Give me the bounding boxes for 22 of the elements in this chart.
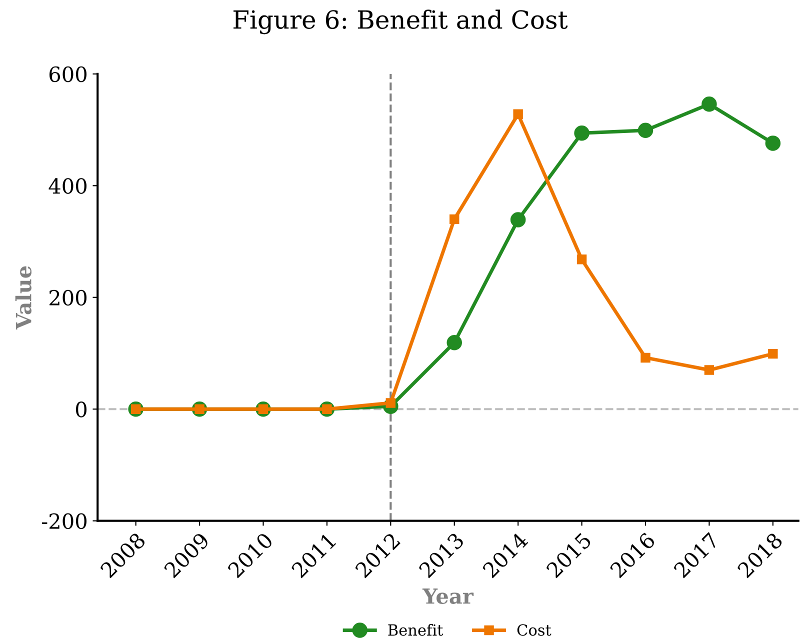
point: [450, 214, 460, 224]
point: [702, 96, 717, 112]
y-tick-label: -200: [42, 513, 86, 530]
y-tick-label: 0: [76, 402, 86, 418]
point: [574, 126, 590, 141]
legend-label: Cost: [517, 624, 552, 636]
point: [513, 109, 523, 120]
y-tick-label: 200: [50, 290, 86, 306]
point: [638, 122, 654, 138]
point: [704, 365, 714, 375]
point: [640, 352, 650, 363]
point: [446, 334, 462, 350]
point: [576, 254, 587, 264]
y-tick-label: 600: [50, 66, 86, 82]
point: [510, 212, 526, 228]
y-axis-title: Value: [15, 266, 32, 330]
point: [765, 136, 781, 151]
x-axis-title: Year: [422, 588, 474, 604]
chart-title: Figure 6: Benefit and Cost: [234, 10, 568, 34]
legend-label: Benefit: [388, 624, 444, 636]
y-tick-label: 400: [48, 178, 86, 194]
point: [768, 348, 778, 359]
